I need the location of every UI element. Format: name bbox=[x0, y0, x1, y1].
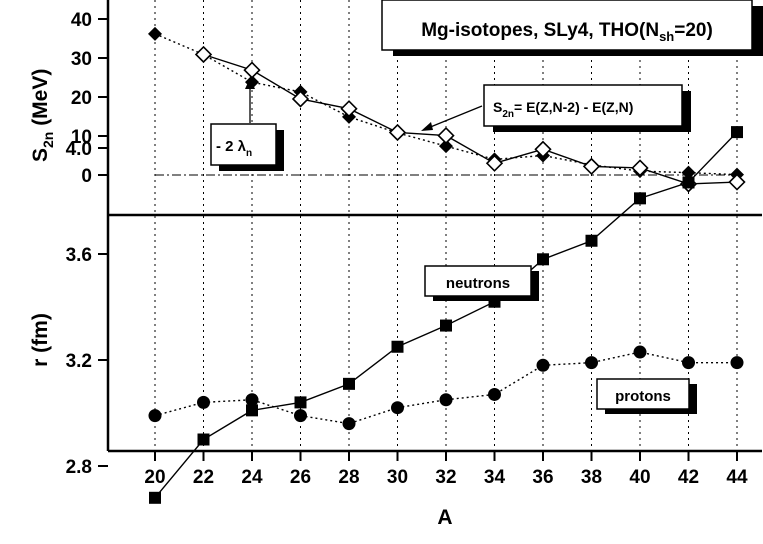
lambda-arrowhead bbox=[245, 78, 255, 89]
s2n-point bbox=[194, 45, 213, 64]
x-tick-label: 24 bbox=[241, 467, 263, 488]
s2n-formula-box: S2n= E(Z,N-2) - E(Z,N) bbox=[421, 84, 691, 132]
neutrons-point bbox=[343, 377, 355, 390]
lambda-label: - 2 λn bbox=[216, 138, 252, 159]
neutrons-point bbox=[197, 433, 210, 446]
bottom-y-tick-label: 3.2 bbox=[66, 351, 92, 372]
lambda-point bbox=[681, 165, 696, 180]
neutrons-point bbox=[731, 126, 743, 139]
protons-point bbox=[342, 417, 356, 431]
axis-ticks: 20 22 24 26 28 30 32 34 36 38 40 42 44 40 30 20 10 0 4.0 3.… bbox=[66, 10, 748, 488]
bottom-y-tick-label: 4.0 bbox=[66, 139, 92, 160]
x-tick-label: 40 bbox=[629, 467, 650, 488]
s2n-point bbox=[243, 61, 261, 79]
x-tick-label: 22 bbox=[193, 467, 214, 488]
top-y-tick-label: 0 bbox=[81, 166, 92, 187]
lambda-point bbox=[148, 26, 162, 41]
neutrons-point bbox=[391, 340, 404, 353]
lambda-point bbox=[439, 139, 453, 154]
s2n-point bbox=[582, 157, 601, 176]
neutrons-point bbox=[682, 176, 695, 189]
protons-point bbox=[439, 393, 453, 407]
top-y-tick-label: 20 bbox=[71, 88, 92, 109]
s2n-point bbox=[534, 140, 552, 158]
neutrons-point bbox=[634, 192, 646, 205]
s2n-arrow bbox=[427, 105, 483, 129]
top-y-axis-label: S2n (MeV) bbox=[29, 69, 56, 162]
top-y-tick-label: 30 bbox=[71, 49, 92, 70]
neutrons-point bbox=[294, 396, 307, 409]
x-axis-label: A bbox=[437, 506, 452, 529]
top-y-tick-label: 40 bbox=[71, 10, 92, 31]
s2n-formula-label: S2n= E(Z,N-2) - E(Z,N) bbox=[493, 99, 633, 120]
protons-point bbox=[245, 393, 259, 407]
s2n-point bbox=[437, 126, 455, 145]
s2n-point bbox=[340, 100, 358, 118]
protons-point bbox=[585, 356, 598, 370]
neutrons-point bbox=[149, 491, 161, 504]
x-tick-label: 20 bbox=[144, 467, 165, 488]
protons-point bbox=[488, 387, 501, 401]
x-tick-label: 42 bbox=[678, 467, 699, 488]
protons-legend-box: protons bbox=[596, 378, 697, 414]
protons-label: protons bbox=[615, 388, 671, 405]
s2n-point bbox=[631, 159, 649, 177]
protons-point bbox=[294, 409, 307, 423]
neutrons-label: neutrons bbox=[446, 275, 510, 292]
neutrons-point bbox=[246, 404, 258, 417]
s2n-point bbox=[388, 123, 407, 142]
chart-title: Mg-isotopes, SLy4, THO(Nsh=20) bbox=[421, 20, 713, 44]
top-y-tick-label: 10 bbox=[71, 127, 92, 148]
x-tick-label: 32 bbox=[435, 467, 456, 488]
s2n-series-line bbox=[203, 53, 738, 185]
protons-point bbox=[730, 356, 744, 370]
bottom-y-axis-label: r (fm) bbox=[29, 313, 52, 367]
title-box: Mg-isotopes, SLy4, THO(Nsh=20) bbox=[381, 0, 763, 56]
series-markers bbox=[148, 26, 746, 504]
neutrons-point bbox=[537, 253, 549, 266]
bottom-y-tick-label: 2.8 bbox=[66, 457, 92, 478]
s2n-arrowhead bbox=[421, 122, 433, 131]
x-tick-label: 28 bbox=[338, 467, 359, 488]
lambda-box: - 2 λn bbox=[210, 78, 284, 171]
x-tick-label: 36 bbox=[532, 467, 553, 488]
neutrons-point bbox=[585, 234, 598, 247]
x-tick-label: 38 bbox=[581, 467, 602, 488]
protons-point bbox=[536, 358, 550, 372]
s2n-point bbox=[291, 90, 310, 108]
protons-point bbox=[391, 401, 404, 415]
x-tick-label: 44 bbox=[726, 467, 748, 488]
x-tick-label: 34 bbox=[484, 467, 506, 488]
x-tick-label: 30 bbox=[387, 467, 408, 488]
bottom-y-tick-label: 3.6 bbox=[66, 245, 92, 266]
protons-point bbox=[682, 356, 695, 370]
protons-point bbox=[148, 409, 162, 423]
protons-point bbox=[197, 395, 210, 409]
protons-point bbox=[633, 345, 647, 359]
s2n-point bbox=[728, 173, 746, 191]
neutrons-point bbox=[440, 319, 452, 332]
s2n-point bbox=[485, 154, 504, 172]
neutrons-legend-box: neutrons bbox=[424, 265, 539, 301]
x-tick-label: 26 bbox=[290, 467, 311, 488]
